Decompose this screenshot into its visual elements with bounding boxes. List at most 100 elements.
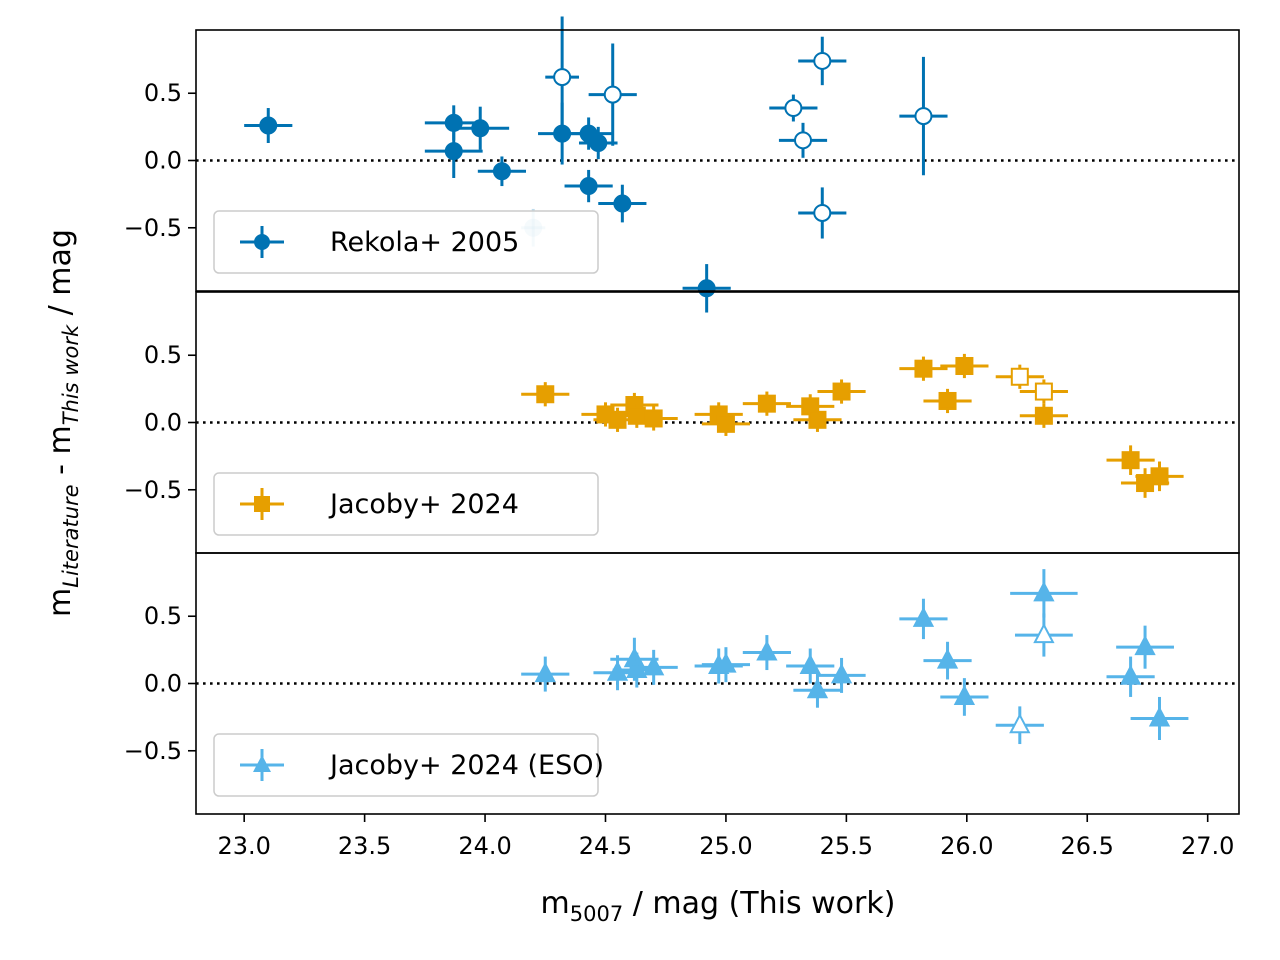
circle-marker bbox=[613, 194, 632, 213]
circle-marker bbox=[259, 116, 278, 135]
triangle-marker bbox=[1134, 635, 1156, 656]
data-point bbox=[940, 353, 989, 379]
circle-marker bbox=[813, 203, 832, 222]
x-label-sub-5007: 5007 bbox=[570, 902, 623, 926]
triangle-marker bbox=[953, 684, 976, 705]
circle-marker bbox=[589, 134, 608, 153]
data-point bbox=[995, 364, 1044, 389]
legend: Jacoby+ 2024 (ESO) bbox=[213, 733, 604, 797]
y-label-m: m bbox=[43, 588, 78, 617]
data-point bbox=[1106, 656, 1155, 697]
y-tick-label: 0.0 bbox=[144, 147, 182, 175]
square-marker bbox=[608, 410, 627, 429]
data-point bbox=[588, 43, 637, 146]
circle-marker bbox=[784, 99, 803, 118]
triangle-marker bbox=[912, 606, 935, 627]
legend-triangle-marker bbox=[253, 755, 271, 772]
triangle-marker bbox=[1033, 581, 1055, 602]
square-marker bbox=[914, 359, 933, 378]
y-tick-label: 0.0 bbox=[144, 670, 182, 698]
legend-square-marker bbox=[254, 496, 270, 512]
data-point bbox=[629, 406, 678, 431]
square-marker bbox=[1010, 367, 1029, 386]
data-point bbox=[923, 388, 972, 414]
x-tick-label: 24.5 bbox=[579, 832, 632, 860]
data-point bbox=[798, 187, 847, 239]
triangle-marker bbox=[643, 655, 665, 676]
y-label-sub-this-work: This work bbox=[59, 324, 83, 425]
x-tick-label: 25.0 bbox=[699, 832, 752, 860]
legend-box bbox=[213, 210, 599, 274]
square-marker bbox=[627, 406, 646, 425]
data-point bbox=[742, 635, 791, 671]
square-marker bbox=[716, 414, 735, 433]
y-tick-label: −0.5 bbox=[124, 476, 182, 504]
square-marker bbox=[1034, 406, 1053, 425]
data-point bbox=[521, 382, 570, 407]
panel-frame bbox=[195, 552, 1240, 815]
x-tick-label: 25.5 bbox=[820, 832, 873, 860]
circle-marker bbox=[492, 162, 511, 181]
x-axis-label: m5007 / mag (This work) bbox=[541, 886, 896, 926]
data-point bbox=[598, 184, 647, 223]
data-point bbox=[817, 657, 866, 693]
circle-marker bbox=[603, 85, 622, 104]
square-marker bbox=[644, 409, 663, 428]
triangle-marker bbox=[1033, 622, 1055, 644]
data-point bbox=[1010, 569, 1078, 618]
triangle-marker bbox=[806, 678, 829, 699]
data-point bbox=[793, 672, 842, 708]
legend-box bbox=[213, 472, 599, 536]
circle-marker bbox=[914, 107, 933, 126]
legend-label: Jacoby+ 2024 bbox=[328, 489, 519, 520]
square-marker bbox=[955, 356, 974, 375]
legend: Rekola+ 2005 bbox=[213, 210, 599, 274]
data-point bbox=[244, 108, 293, 144]
circle-marker bbox=[579, 177, 598, 196]
legend-circle-marker bbox=[254, 234, 270, 250]
triangle-marker bbox=[936, 648, 959, 669]
triangle-marker bbox=[756, 640, 778, 661]
panel-frame bbox=[195, 29, 1240, 292]
data-point bbox=[1106, 445, 1155, 475]
circle-marker bbox=[813, 51, 832, 70]
data-point bbox=[1019, 403, 1068, 428]
data-point bbox=[629, 649, 678, 685]
data-point bbox=[786, 648, 835, 684]
panel-middle: −0.5 0.0 0.5 Jacoby+ 2024 bbox=[124, 291, 1240, 554]
y-tick-label: 0.5 bbox=[144, 341, 182, 369]
y-label-minus-m: - m bbox=[43, 425, 78, 484]
y-tick-label: 0.0 bbox=[144, 409, 182, 437]
x-axis: 23.0 23.5 24.0 24.5 25.0 25.5 26.0 26.5 27.0 bbox=[217, 814, 1234, 860]
data-point bbox=[701, 411, 751, 436]
data-point bbox=[899, 356, 948, 381]
x-label-unit: / mag (This work) bbox=[623, 886, 895, 921]
x-tick-label: 23.5 bbox=[338, 832, 391, 860]
legend-box bbox=[213, 733, 599, 797]
x-tick-label: 23.0 bbox=[217, 832, 270, 860]
panel-top: −0.5 0.0 0.5 Rekola+ 2005 bbox=[124, 16, 1240, 313]
y-label-sub-literature: Literature bbox=[59, 484, 83, 587]
data-point bbox=[940, 678, 989, 716]
data-point bbox=[923, 641, 972, 680]
square-marker bbox=[1121, 451, 1140, 470]
square-marker bbox=[808, 410, 827, 429]
panel-bottom: −0.5 0.0 0.5 Jacoby+ 2024 (ESO) bbox=[124, 552, 1240, 815]
y-tick-label: −0.5 bbox=[124, 737, 182, 765]
square-marker bbox=[832, 382, 851, 401]
data-point bbox=[899, 56, 948, 176]
square-marker bbox=[1034, 382, 1053, 401]
data-point bbox=[769, 94, 818, 122]
data-point bbox=[1135, 461, 1184, 492]
circle-marker bbox=[471, 119, 490, 138]
data-point bbox=[1130, 696, 1189, 741]
x-tick-label: 26.0 bbox=[940, 832, 993, 860]
triangle-marker bbox=[1009, 713, 1031, 734]
data-point bbox=[899, 598, 948, 640]
x-label-m: m bbox=[541, 886, 570, 921]
circle-marker bbox=[553, 68, 572, 87]
data-point bbox=[424, 124, 483, 178]
data-point bbox=[995, 706, 1044, 745]
x-tick-label: 26.5 bbox=[1061, 832, 1114, 860]
